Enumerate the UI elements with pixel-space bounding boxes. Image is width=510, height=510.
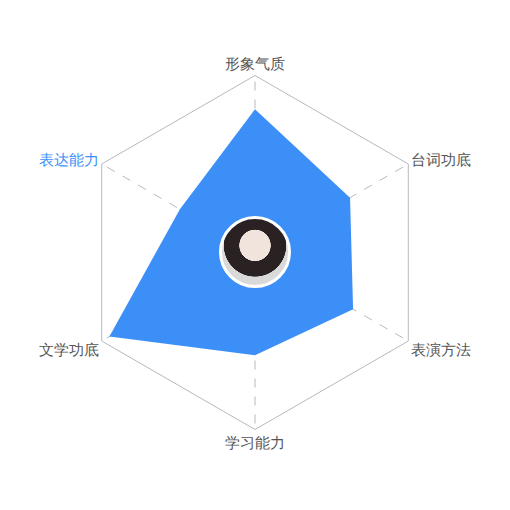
svg-text:台词功底: 台词功底 bbox=[411, 151, 471, 169]
svg-text:表演方法: 表演方法 bbox=[411, 341, 471, 359]
svg-text:表达能力: 表达能力 bbox=[39, 151, 99, 169]
svg-text:文学功底: 文学功底 bbox=[39, 341, 99, 359]
svg-text:学习能力: 学习能力 bbox=[225, 434, 285, 452]
svg-text:形象气质: 形象气质 bbox=[225, 55, 285, 73]
